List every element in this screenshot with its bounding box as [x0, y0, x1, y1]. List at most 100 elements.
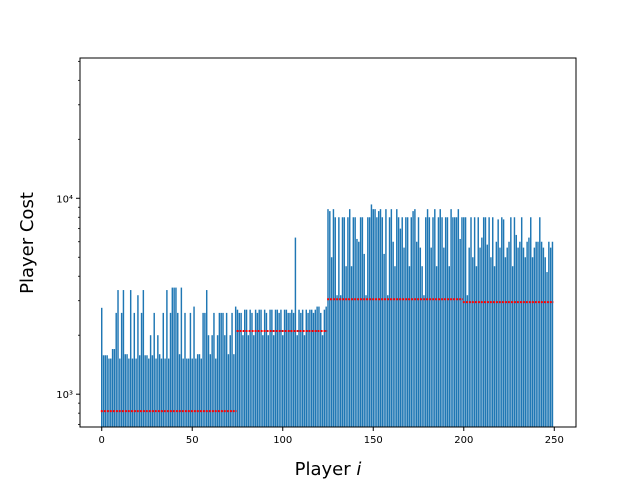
bar: [497, 219, 499, 427]
bar: [350, 266, 353, 427]
bar: [472, 257, 474, 427]
bar: [160, 358, 163, 427]
bar: [548, 241, 550, 427]
bar: [200, 358, 203, 427]
bar: [423, 295, 425, 427]
bar: [104, 355, 107, 427]
bar: [533, 247, 536, 427]
bar: [448, 266, 451, 427]
bar: [408, 266, 411, 427]
bar: [510, 217, 512, 427]
bar: [486, 244, 489, 427]
bar: [157, 335, 159, 427]
bar: [435, 266, 438, 427]
bar: [452, 217, 454, 427]
bar: [124, 354, 126, 427]
bar: [244, 309, 246, 427]
bar: [394, 266, 396, 427]
bar: [549, 247, 552, 427]
bar: [520, 217, 523, 427]
bar: [358, 241, 360, 427]
bar: [247, 335, 250, 427]
bar: [443, 247, 445, 427]
bar: [301, 309, 304, 427]
bar: [320, 312, 322, 427]
bar: [368, 217, 371, 427]
bar: [484, 217, 487, 427]
bar: [401, 217, 403, 427]
bar: [231, 312, 233, 427]
bar: [399, 228, 402, 427]
bar: [211, 335, 213, 427]
bar: [148, 358, 150, 427]
bar: [128, 358, 130, 427]
bar: [249, 309, 251, 427]
bar: [473, 217, 476, 427]
bar: [544, 257, 546, 427]
bar: [137, 295, 139, 427]
bar: [426, 209, 429, 427]
bar: [343, 217, 346, 427]
bar: [198, 354, 201, 427]
bar: [108, 358, 110, 427]
bar: [332, 209, 335, 427]
bar: [459, 238, 461, 427]
bar: [434, 209, 436, 427]
bar: [441, 217, 443, 427]
bar: [383, 253, 385, 427]
bar: [329, 211, 331, 427]
bar: [367, 217, 369, 427]
bar: [101, 307, 103, 427]
bar: [177, 312, 179, 427]
bar: [387, 295, 389, 427]
bar: [178, 354, 181, 427]
bar: [224, 335, 226, 427]
bar: [280, 309, 282, 427]
bar: [151, 355, 154, 427]
bar: [365, 295, 367, 427]
x-axis-title-italic: i: [356, 459, 361, 480]
bar: [519, 241, 521, 427]
bar: [537, 241, 539, 427]
bar: [439, 209, 441, 427]
bar: [318, 306, 320, 427]
x-tick-label: 100: [273, 435, 292, 446]
bar: [182, 358, 184, 427]
bar: [238, 312, 241, 427]
bar: [173, 287, 175, 427]
bar: [531, 257, 534, 427]
bar: [482, 217, 485, 427]
x-ticks: 0 50 100 150 200 250: [99, 427, 564, 446]
bar: [220, 312, 222, 427]
bar: [406, 217, 409, 427]
bar: [502, 219, 505, 427]
bar: [430, 247, 432, 427]
bar: [111, 349, 114, 427]
bar: [511, 266, 514, 427]
x-axis-title-text: Player: [295, 459, 357, 480]
bar: [528, 237, 530, 427]
bar: [117, 290, 119, 427]
bar: [272, 335, 275, 427]
bar: [453, 217, 456, 427]
bar: [222, 312, 224, 427]
bar: [227, 354, 230, 427]
bar: [323, 309, 326, 427]
bar: [180, 287, 183, 427]
bar: [202, 312, 204, 427]
bar: [204, 312, 206, 427]
bar: [262, 335, 264, 427]
bar: [477, 217, 479, 427]
bar: [390, 209, 393, 427]
bar: [334, 217, 336, 427]
bar: [381, 217, 384, 427]
bar: [542, 247, 545, 427]
plot-frame: [79, 57, 577, 428]
bar: [446, 217, 449, 427]
bar: [370, 204, 373, 427]
bar: [119, 358, 121, 427]
bar: [139, 355, 141, 427]
bar: [233, 354, 235, 427]
bar: [330, 257, 333, 427]
